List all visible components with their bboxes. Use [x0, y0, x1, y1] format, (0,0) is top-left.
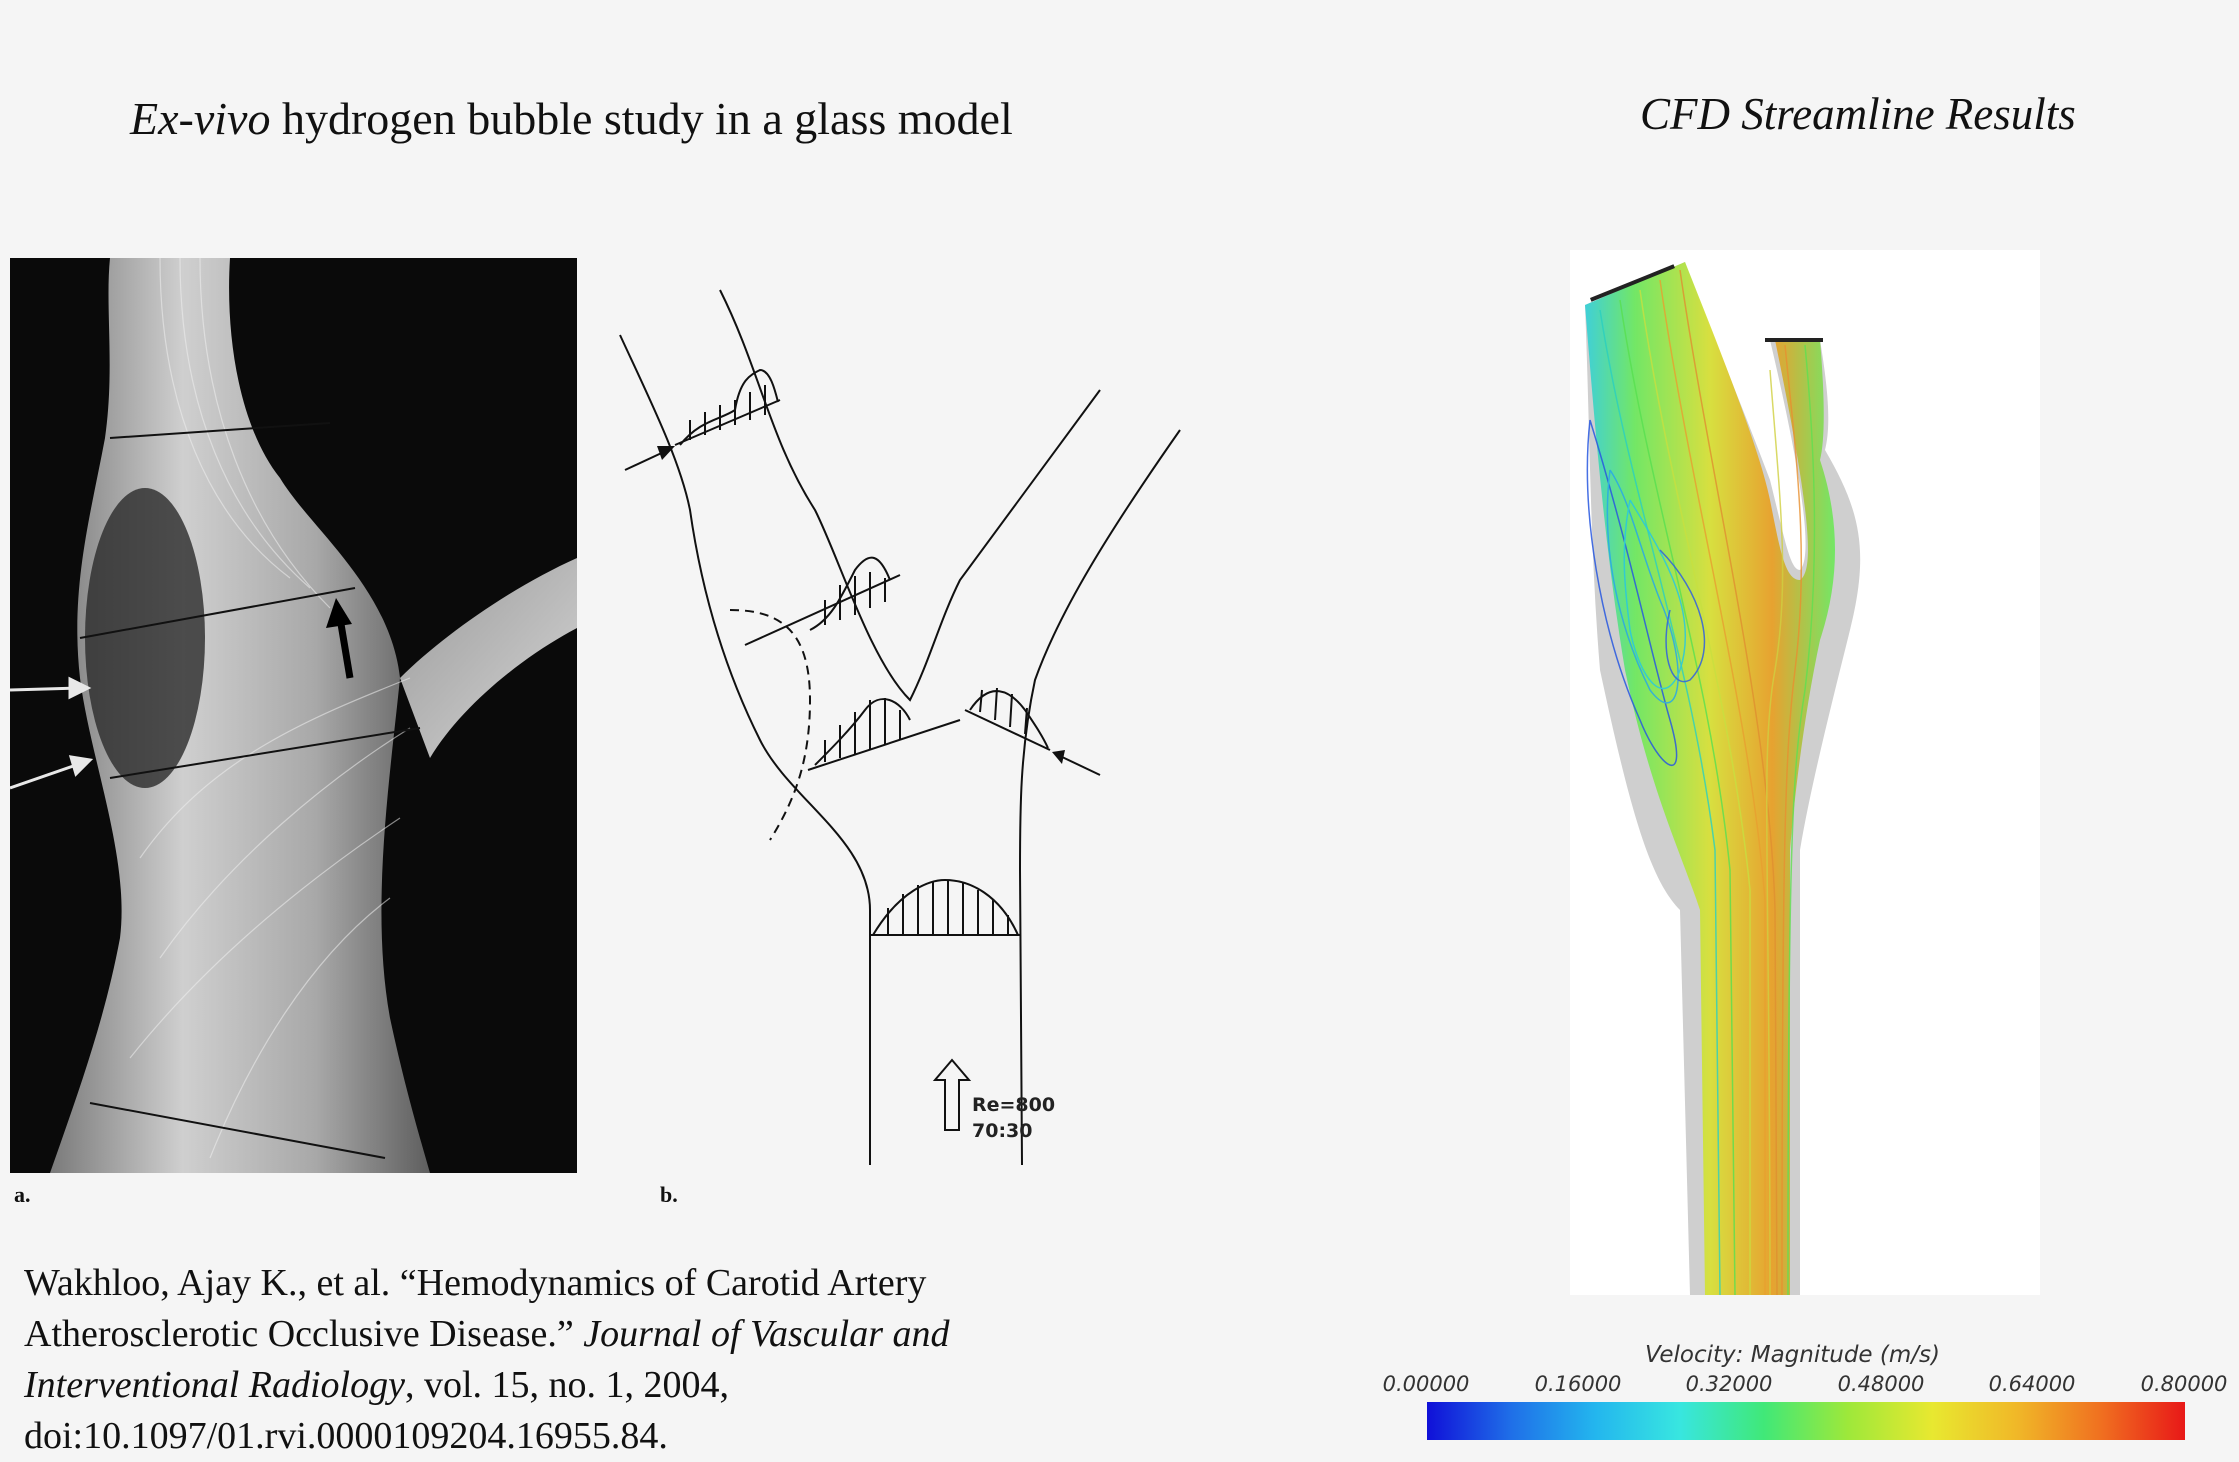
arrow-icon: [10, 676, 94, 790]
cfd-streamline-image: [1570, 250, 2040, 1295]
panel-a-label: a.: [14, 1182, 31, 1207]
right-title: CFD Streamline Results: [1640, 89, 2076, 139]
colorbar-tick: 0.64000: [1988, 1372, 2076, 1396]
colorbar-tick: 0.48000: [1837, 1372, 1925, 1396]
colorbar-tick: 0.32000: [1685, 1372, 1773, 1396]
citation-part1: Wakhloo, Ajay K., et al. “Hemodynamics o…: [24, 1262, 927, 1355]
flow-direction-arrow-icon: [326, 598, 354, 679]
left-title: Ex-vivo hydrogen bubble study in a glass…: [130, 92, 1013, 145]
citation: Wakhloo, Ajay K., et al. “Hemodynamics o…: [24, 1258, 1014, 1462]
colorbar-tick: 0.16000: [1534, 1372, 1622, 1396]
left-title-italic: Ex-vivo: [130, 93, 271, 144]
left-title-rest: hydrogen bubble study in a glass model: [270, 93, 1013, 144]
reynolds-number-label: Re=800: [972, 1094, 1056, 1116]
panel-b-label: b.: [660, 1182, 678, 1207]
colorbar-title: Velocity: Magnitude (m/s): [1645, 1342, 1940, 1368]
colorbar: [1427, 1402, 2185, 1440]
glass-model-photo: [10, 258, 577, 1173]
flow-ratio-label: 70:30: [972, 1120, 1033, 1142]
citation-part2: , vol. 15, no. 1, 2004, doi:10.1097/01.r…: [24, 1364, 730, 1457]
colorbar-tick: 0.00000: [1382, 1372, 1470, 1396]
schematic-diagram: [619, 289, 1181, 1166]
citation-journal: Journal of Vascular and Interventional R…: [24, 1313, 950, 1406]
colorbar-gradient: [1427, 1402, 2185, 1440]
colorbar-tick: 0.80000: [2140, 1372, 2228, 1396]
